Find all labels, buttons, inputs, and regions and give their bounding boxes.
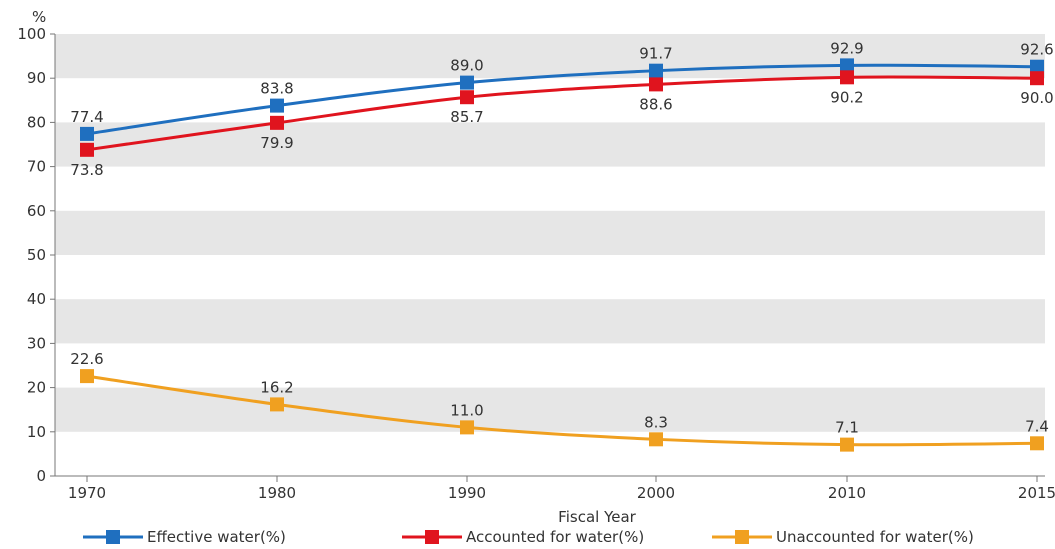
data-point-marker [1030,71,1044,86]
x-tick-label: 2000 [637,484,675,502]
data-point-marker [649,432,663,447]
y-tick-label: 10 [27,423,46,441]
series-3: 22.6 16.2 11.0 8.3 7.1 7.4 [70,350,1049,452]
data-label: 7.4 [1025,417,1049,435]
data-label: 22.6 [70,350,103,368]
data-label: 91.7 [639,45,672,63]
data-point-marker [460,75,474,90]
data-label: 90.0 [1020,89,1053,107]
x-ticks: 1970 1980 1990 2000 2010 2015 [68,476,1055,502]
grid-band-70-80 [55,122,1045,167]
data-point-marker [840,70,854,85]
x-tick-label: 1990 [448,484,486,502]
data-label: 90.2 [830,88,863,106]
series-1: 77.4 83.8 89.0 91.7 92.9 92.6 [70,39,1054,141]
data-point-marker [270,98,284,113]
data-point-marker [840,58,854,73]
x-tick-label: 1970 [68,484,106,502]
x-tick-label: 1980 [258,484,296,502]
data-label: 11.0 [450,401,483,419]
legend-item-1: Effective water(%) [83,528,286,546]
data-label: 79.9 [260,134,293,152]
data-label: 7.1 [835,419,859,437]
data-label: 16.2 [260,378,293,396]
y-axis-unit: % [32,8,46,26]
y-ticks: 0 10 20 30 40 50 60 70 80 90 100 [17,25,55,485]
data-label: 83.8 [260,80,293,98]
x-axis-title: Fiscal Year [558,508,636,526]
legend-marker [735,530,749,544]
data-point-marker [649,77,663,92]
data-point-marker [460,90,474,105]
data-point-marker [80,142,94,157]
data-point-marker [649,63,663,78]
x-tick-label: 2015 [1018,484,1055,502]
grid-band-90-100 [55,34,1045,79]
grid-band-50-60 [55,210,1045,255]
y-tick-label: 60 [27,202,46,220]
data-point-marker [460,420,474,435]
legend-item-3: Unaccounted for water(%) [712,528,974,546]
series-2: 73.8 79.9 85.7 88.6 90.2 90.0 [70,70,1054,179]
series-line [86,63,1038,136]
legend: Effective water(%) Accounted for water(%)… [83,528,974,546]
data-point-marker [840,437,854,452]
y-tick-label: 40 [27,290,46,308]
legend-label: Accounted for water(%) [466,528,644,546]
data-point-marker [1030,59,1044,74]
legend-marker [106,530,120,544]
y-tick-label: 0 [36,467,46,485]
legend-label: Effective water(%) [147,528,286,546]
x-tick-label: 2010 [828,484,866,502]
y-tick-label: 80 [27,113,46,131]
y-tick-label: 70 [27,158,46,176]
data-label: 8.3 [644,413,668,431]
series-group: 77.4 83.8 89.0 91.7 92.9 92.6 73.8 79.9 85.7 88.6… [70,39,1054,452]
series-line [86,374,1038,447]
data-point-marker [270,115,284,130]
data-label: 88.6 [639,95,672,113]
legend-marker [425,530,439,544]
legend-item-2: Accounted for water(%) [402,528,644,546]
series-line [86,75,1038,152]
y-tick-label: 100 [17,25,46,43]
data-label: 92.6 [1020,41,1053,59]
y-tick-label: 30 [27,334,46,352]
data-label: 92.9 [830,39,863,57]
legend-label: Unaccounted for water(%) [776,528,974,546]
data-point-marker [1030,436,1044,451]
data-point-marker [270,397,284,412]
y-tick-label: 90 [27,69,46,87]
data-point-marker [80,126,94,141]
grid-band-30-40 [55,299,1045,344]
y-tick-label: 20 [27,379,46,397]
grid-bands [55,34,1045,432]
data-label: 89.0 [450,57,483,75]
y-tick-label: 50 [27,246,46,264]
data-label: 77.4 [70,108,103,126]
data-label: 85.7 [450,108,483,126]
data-point-marker [80,369,94,384]
data-label: 73.8 [70,161,103,179]
